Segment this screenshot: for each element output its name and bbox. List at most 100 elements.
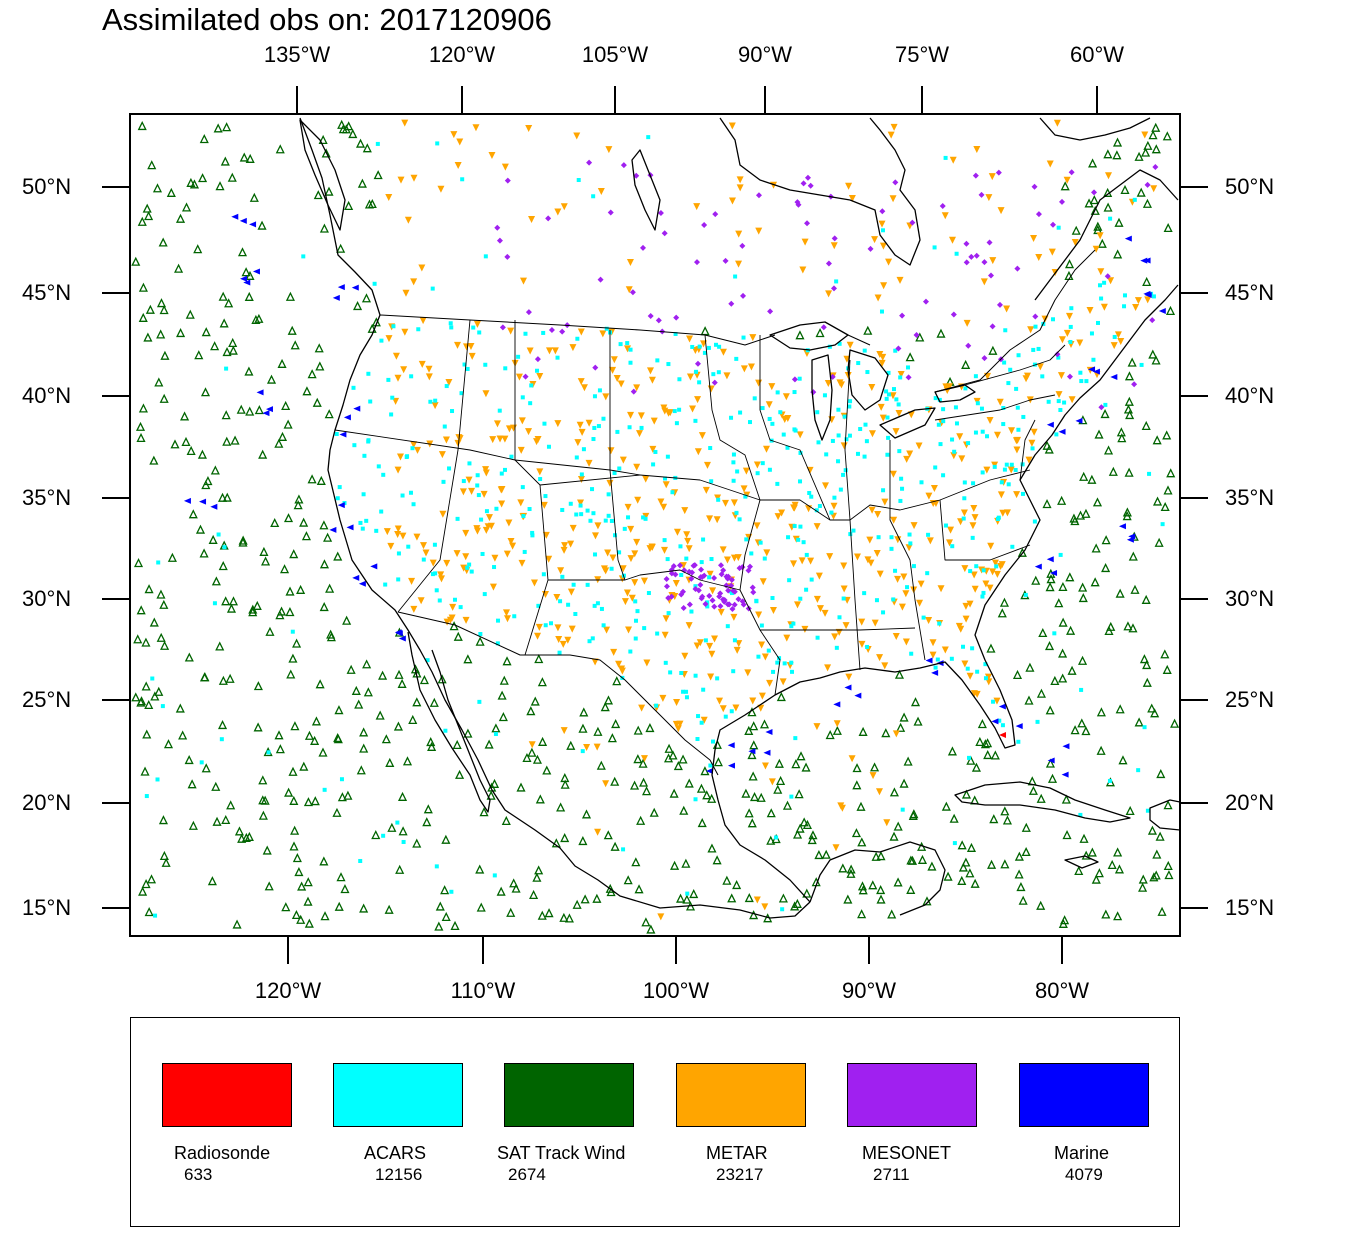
metar-marker [693, 203, 701, 211]
marine-marker [998, 703, 1006, 710]
metar-marker [648, 543, 656, 551]
metar-marker [650, 417, 658, 425]
sat-track-wind-marker [220, 156, 230, 166]
sat-track-wind-marker [275, 610, 285, 620]
sat-track-wind-marker [1138, 882, 1148, 892]
sat-track-wind-marker [1012, 669, 1023, 680]
acars-marker [893, 348, 898, 353]
metar-marker [723, 556, 731, 564]
acars-marker [787, 578, 792, 583]
metar-marker [930, 485, 938, 493]
acars-marker [581, 447, 586, 452]
sat-track-wind-marker [325, 583, 335, 593]
acars-marker [693, 418, 698, 423]
acars-marker [732, 638, 737, 643]
metar-marker [387, 542, 395, 550]
metar-marker [462, 343, 470, 351]
acars-marker [628, 347, 633, 352]
lake-michigan [811, 354, 833, 441]
metar-marker [507, 538, 515, 546]
metar-marker [413, 446, 421, 454]
sat-track-wind-marker [538, 736, 548, 746]
acars-marker [817, 504, 822, 509]
mesonet-marker [978, 191, 985, 198]
metar-marker [1097, 268, 1105, 276]
metar-marker [744, 669, 752, 677]
acars-marker [731, 478, 736, 483]
sat-track-wind-marker [1103, 202, 1113, 212]
acars-marker [475, 473, 480, 478]
sat-track-wind-marker [146, 874, 157, 884]
metar-marker [528, 215, 536, 223]
acars-marker [980, 470, 985, 475]
metar-marker [606, 479, 614, 487]
sat-track-wind-marker [814, 849, 824, 860]
sat-track-wind-marker [795, 823, 805, 833]
metar-marker [961, 660, 969, 668]
metar-marker [706, 515, 714, 523]
sat-track-wind-marker [1128, 551, 1138, 561]
metar-marker [420, 542, 428, 550]
sat-track-wind-marker [1045, 758, 1055, 768]
sat-track-wind-marker [315, 361, 325, 371]
metar-marker [649, 445, 657, 453]
marine-marker [351, 284, 359, 291]
acars-marker [617, 550, 622, 555]
metar-marker [482, 466, 490, 474]
marine-marker [1110, 374, 1118, 381]
metar-marker [417, 597, 425, 605]
sat-track-wind-marker [915, 332, 925, 342]
legend-swatch [847, 1063, 977, 1127]
sat-track-wind-marker [795, 330, 805, 340]
metar-marker [993, 570, 1001, 578]
mesonet-marker [494, 224, 501, 231]
metar-marker [618, 667, 626, 675]
sat-track-wind-marker [1058, 581, 1068, 592]
sat-track-wind-marker [807, 834, 817, 845]
sat-track-wind-marker [281, 902, 291, 912]
metar-marker [674, 725, 682, 733]
sat-track-wind-marker [808, 830, 818, 840]
acars-marker [144, 794, 149, 799]
acars-marker [591, 194, 596, 199]
metar-marker [991, 559, 999, 567]
sat-track-wind-marker [296, 584, 306, 594]
metar-marker [763, 445, 771, 453]
sat-track-wind-marker [1062, 830, 1072, 840]
sat-track-wind-marker [293, 500, 303, 510]
sat-track-wind-marker [362, 143, 372, 153]
acars-marker [527, 507, 532, 512]
metar-marker [946, 539, 954, 547]
sat-track-wind-marker [427, 741, 437, 751]
legend-label: Marine [1054, 1143, 1110, 1163]
marine-marker [1015, 723, 1023, 730]
sat-track-wind-marker [1163, 485, 1173, 495]
marine-marker [337, 284, 345, 291]
sat-track-wind-marker [592, 893, 602, 903]
sat-track-wind-marker [852, 763, 862, 773]
acars-marker [780, 907, 785, 912]
metar-marker [642, 475, 650, 483]
mesonet-marker [740, 292, 747, 299]
left-lat-label: 15°N [22, 895, 72, 920]
sat-track-wind-marker [131, 692, 141, 702]
sat-track-wind-marker [371, 830, 381, 840]
marine-marker [394, 629, 402, 636]
sat-track-wind-marker [1060, 915, 1070, 925]
acars-marker [694, 369, 699, 374]
sat-track-wind-marker [534, 865, 544, 875]
acars-marker [896, 402, 901, 407]
metar-marker [604, 549, 612, 557]
mesonet-marker [795, 201, 802, 208]
acars-marker [1056, 399, 1061, 404]
right-lat-label: 35°N [1225, 485, 1275, 510]
metar-marker [868, 506, 876, 514]
metar-marker [591, 658, 599, 666]
acars-marker [1016, 427, 1021, 432]
sat-track-wind-marker [1123, 404, 1133, 414]
mesonet-marker [665, 595, 672, 602]
metar-marker [585, 459, 593, 467]
acars-marker [973, 430, 978, 435]
marine-marker [931, 669, 939, 676]
acars-marker [670, 490, 675, 495]
